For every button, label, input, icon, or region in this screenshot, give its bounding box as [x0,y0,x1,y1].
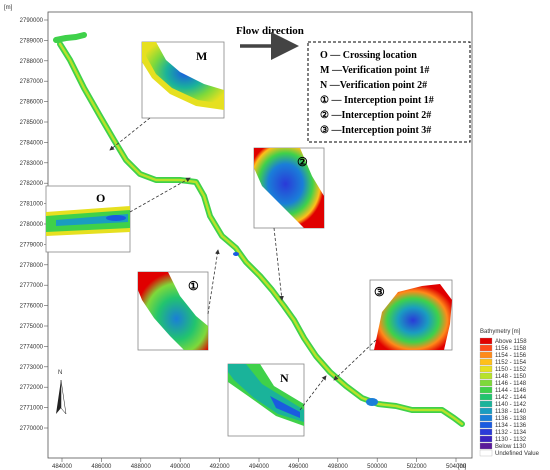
x-tick-label: 502000 [407,464,428,470]
inset-label-n: N [280,371,289,385]
key-line: O — Crossing location [320,50,417,61]
y-axis-ticks: 2790000 2789000 2788000 2787000 2786000 27850… [20,18,48,432]
y-tick-label: 2778000 [20,263,44,269]
y-tick-label: 2770000 [20,426,44,432]
legend-swatch [479,358,493,366]
legend-label: 1146 - 1148 [495,381,527,387]
legend-label: 1140 - 1142 [495,402,527,408]
x-tick-label: 486000 [91,464,112,470]
legend-swatch [479,407,493,415]
legend-label: Above 1158 [495,339,527,345]
y-tick-label: 2784000 [20,140,44,146]
inset-crossing-location: O [45,185,131,253]
inset-label-1: ① [188,279,199,293]
north-label: N [58,370,62,376]
key-line: ① — Interception point 1# [320,95,434,106]
inset-label-o: O [96,191,105,205]
y-axis-unit: [m] [4,5,13,11]
legend-swatch [479,449,493,457]
y-tick-label: 2781000 [20,202,44,208]
legend-swatch [479,428,493,436]
y-tick-label: 2774000 [20,344,44,350]
legend-label: 1152 - 1154 [495,360,527,366]
legend-swatch [479,421,493,429]
inset-interception-point-3: ③ [369,279,453,351]
flow-direction-label: Flow direction [236,25,304,37]
legend-label: 1150 - 1152 [495,367,527,373]
legend-label: 1154 - 1156 [495,353,527,359]
y-tick-label: 2772000 [20,385,44,391]
y-tick-label: 2777000 [20,283,44,289]
leader-arrows [109,117,377,411]
legend-swatch [479,442,493,450]
legend-swatch [479,400,493,408]
legend-label: 1138 - 1140 [495,409,527,415]
x-tick-label: 496000 [288,464,309,470]
inset-label-2: ② [297,155,308,169]
inset-label-3: ③ [374,285,385,299]
legend-swatch [479,379,493,387]
y-tick-label: 2788000 [20,59,44,65]
legend-swatch [479,372,493,380]
y-tick-label: 2779000 [20,242,44,248]
x-tick-label: 498000 [328,464,349,470]
y-tick-label: 2776000 [20,304,44,310]
x-tick-label: 490000 [170,464,191,470]
x-axis-unit: [m] [458,464,467,470]
legend-title: Bathymetry [m] [480,329,521,335]
legend-swatch [479,414,493,422]
key-line: M —Verification point 1# [320,65,429,76]
y-tick-label: 2780000 [20,222,44,228]
y-tick-label: 2785000 [20,120,44,126]
key-line: N —Verification point 2# [320,80,427,91]
key-line: ② —Interception point 2# [320,110,431,121]
x-tick-label: 494000 [249,464,270,470]
legend-label: 1136 - 1138 [495,416,527,422]
y-tick-label: 2789000 [20,38,44,44]
y-tick-label: 2775000 [20,324,44,330]
legend-swatch [479,435,493,443]
y-tick-label: 2783000 [20,161,44,167]
y-tick-label: 2773000 [20,365,44,371]
legend-label: Below 1130 [495,444,527,450]
key-box: O — Crossing location M —Verification poi… [307,41,471,143]
legend-swatch [479,337,493,345]
flow-direction: Flow direction [236,25,304,60]
y-tick-label: 2787000 [20,79,44,85]
legend-label: 1142 - 1144 [495,395,527,401]
legend-swatch [479,393,493,401]
y-tick-label: 2771000 [20,406,44,412]
legend-label: 1156 - 1158 [495,346,527,352]
x-tick-label: 504000 [446,464,467,470]
legend-label: 1134 - 1136 [495,423,527,429]
inset-label-m: M [196,49,207,63]
legend-label: Undefined Value [495,451,540,457]
legend-swatch [479,386,493,394]
legend-swatch [479,344,493,352]
y-tick-label: 2782000 [20,181,44,187]
x-tick-label: 484000 [52,464,73,470]
key-line: ③ —Interception point 3# [320,125,431,136]
x-tick-label: 492000 [210,464,231,470]
north-arrow: N [56,370,67,415]
x-tick-label: 500000 [367,464,388,470]
y-tick-label: 2786000 [20,100,44,106]
legend-label: 1130 - 1132 [495,437,527,443]
inset-verification-point-1: M [141,41,225,119]
river-channel [53,32,465,427]
inset-interception-point-1: ① [137,271,209,351]
legend-label: 1144 - 1146 [495,388,527,394]
x-tick-label: 488000 [131,464,152,470]
x-axis-ticks: 484000 486000 488000 490000 492000 494000 4960… [52,458,467,470]
inset-verification-point-2: N [227,363,305,437]
legend-swatch [479,365,493,373]
legend-swatch [479,351,493,359]
inset-interception-point-2: ② [253,147,325,229]
legend-label: 1148 - 1150 [495,374,527,380]
legend-label: 1132 - 1134 [495,430,527,436]
y-tick-label: 2790000 [20,18,44,24]
